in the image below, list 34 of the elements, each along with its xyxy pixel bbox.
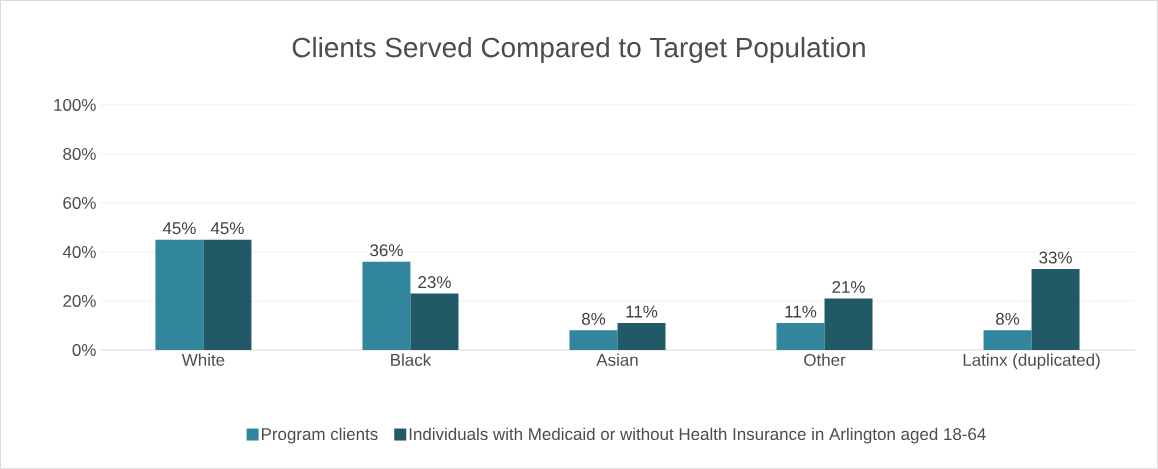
bar	[824, 298, 873, 351]
bar	[983, 330, 1032, 351]
x-tick-label: Asian	[596, 353, 638, 366]
bar	[203, 239, 252, 351]
bar	[1031, 269, 1080, 351]
y-tick-label: 0%	[72, 344, 96, 357]
data-label: 21%	[832, 281, 865, 294]
data-label: 11%	[626, 305, 658, 318]
bar	[776, 323, 825, 351]
y-tick-label: 40%	[62, 246, 96, 258]
x-tick-label: Other	[804, 353, 846, 366]
x-tick-label: Black	[391, 353, 432, 366]
y-tick-label: 80%	[63, 147, 96, 160]
bar	[410, 293, 459, 351]
bar	[569, 330, 618, 351]
bar	[617, 323, 666, 351]
legend-label: Program clients	[261, 427, 378, 444]
data-label: 33%	[1039, 251, 1072, 264]
bar	[362, 261, 411, 351]
data-label: 45%	[210, 222, 244, 235]
data-label: 11%	[785, 305, 817, 318]
x-tick-label: Latinx (duplicated)	[963, 353, 1100, 370]
y-tick-label: 100%	[54, 98, 96, 111]
legend-label: Individuals with Medicaid or without Health Insurance in Arlington aged 18-64	[409, 427, 986, 444]
data-label: 23%	[418, 276, 451, 289]
y-tick-label: 20%	[63, 295, 96, 308]
bar	[155, 239, 204, 351]
y-tick-label: 60%	[63, 196, 96, 209]
x-tick-label: White	[181, 353, 225, 366]
data-label: 45%	[162, 222, 196, 235]
data-label: 8%	[581, 312, 606, 325]
data-label: 36%	[370, 244, 403, 257]
chart-title: Clients Served Compared to Target Population	[292, 36, 865, 63]
data-label: 8%	[996, 312, 1020, 325]
